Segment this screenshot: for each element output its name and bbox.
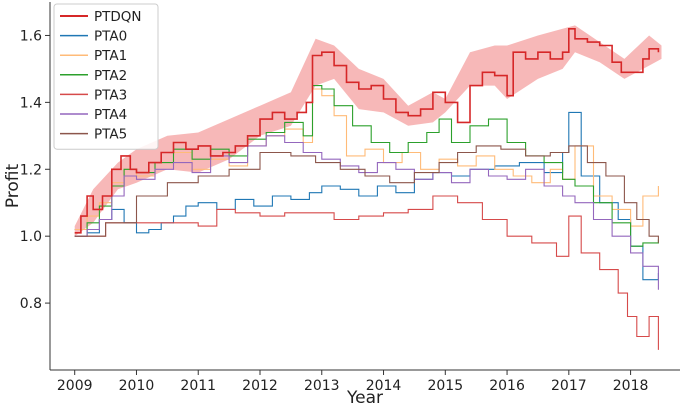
series-line-pta3	[74, 195, 659, 350]
legend-label-pta1: PTA1	[94, 48, 127, 64]
x-tick-label: 2016	[489, 378, 525, 394]
ptdqn-confidence-band	[74, 25, 662, 237]
x-axis-title: Year	[346, 388, 383, 407]
legend-label-ptdqn: PTDQN	[94, 9, 142, 25]
legend-label-pta2: PTA2	[94, 68, 127, 84]
axes: 2009 2010 2011 2012 2013 2014 2015 2016 2017 2018…	[20, 2, 680, 394]
series-line-pta5	[74, 145, 659, 243]
series-line-pta0	[74, 111, 659, 281]
series-lines	[74, 28, 660, 350]
x-tick-label: 2009	[57, 378, 93, 394]
y-tick-label: 1.2	[20, 162, 42, 178]
series-line-ptdqn	[74, 28, 660, 234]
legend-label-pta4: PTA4	[94, 107, 127, 123]
x-tick-label: 2010	[119, 378, 155, 394]
x-tick-label: 2013	[304, 378, 340, 394]
x-tick-label: 2017	[551, 378, 587, 394]
y-tick-label: 1.4	[20, 95, 42, 111]
y-tick-label: 0.8	[20, 296, 42, 312]
series-line-pta4	[74, 135, 659, 290]
x-tick-label: 2012	[242, 378, 278, 394]
x-tick-label: 2014	[366, 378, 402, 394]
legend: PTDQN PTA0 PTA1 PTA2 PTA3 PTA4 PTA5	[53, 3, 159, 150]
x-tick-label: 2015	[427, 378, 463, 394]
legend-label-pta0: PTA0	[94, 29, 127, 45]
legend-label-pta3: PTA3	[94, 87, 127, 103]
legend-label-pta5: PTA5	[94, 127, 127, 143]
x-tick-label: 2018	[613, 378, 649, 394]
legend-box	[53, 3, 159, 150]
x-tick-label: 2011	[180, 378, 216, 394]
y-tick-label: 1.6	[20, 28, 42, 44]
ptdqn-band-area	[74, 25, 662, 237]
y-tick-label: 1.0	[20, 229, 42, 245]
y-axis-title: Profit	[3, 163, 23, 208]
